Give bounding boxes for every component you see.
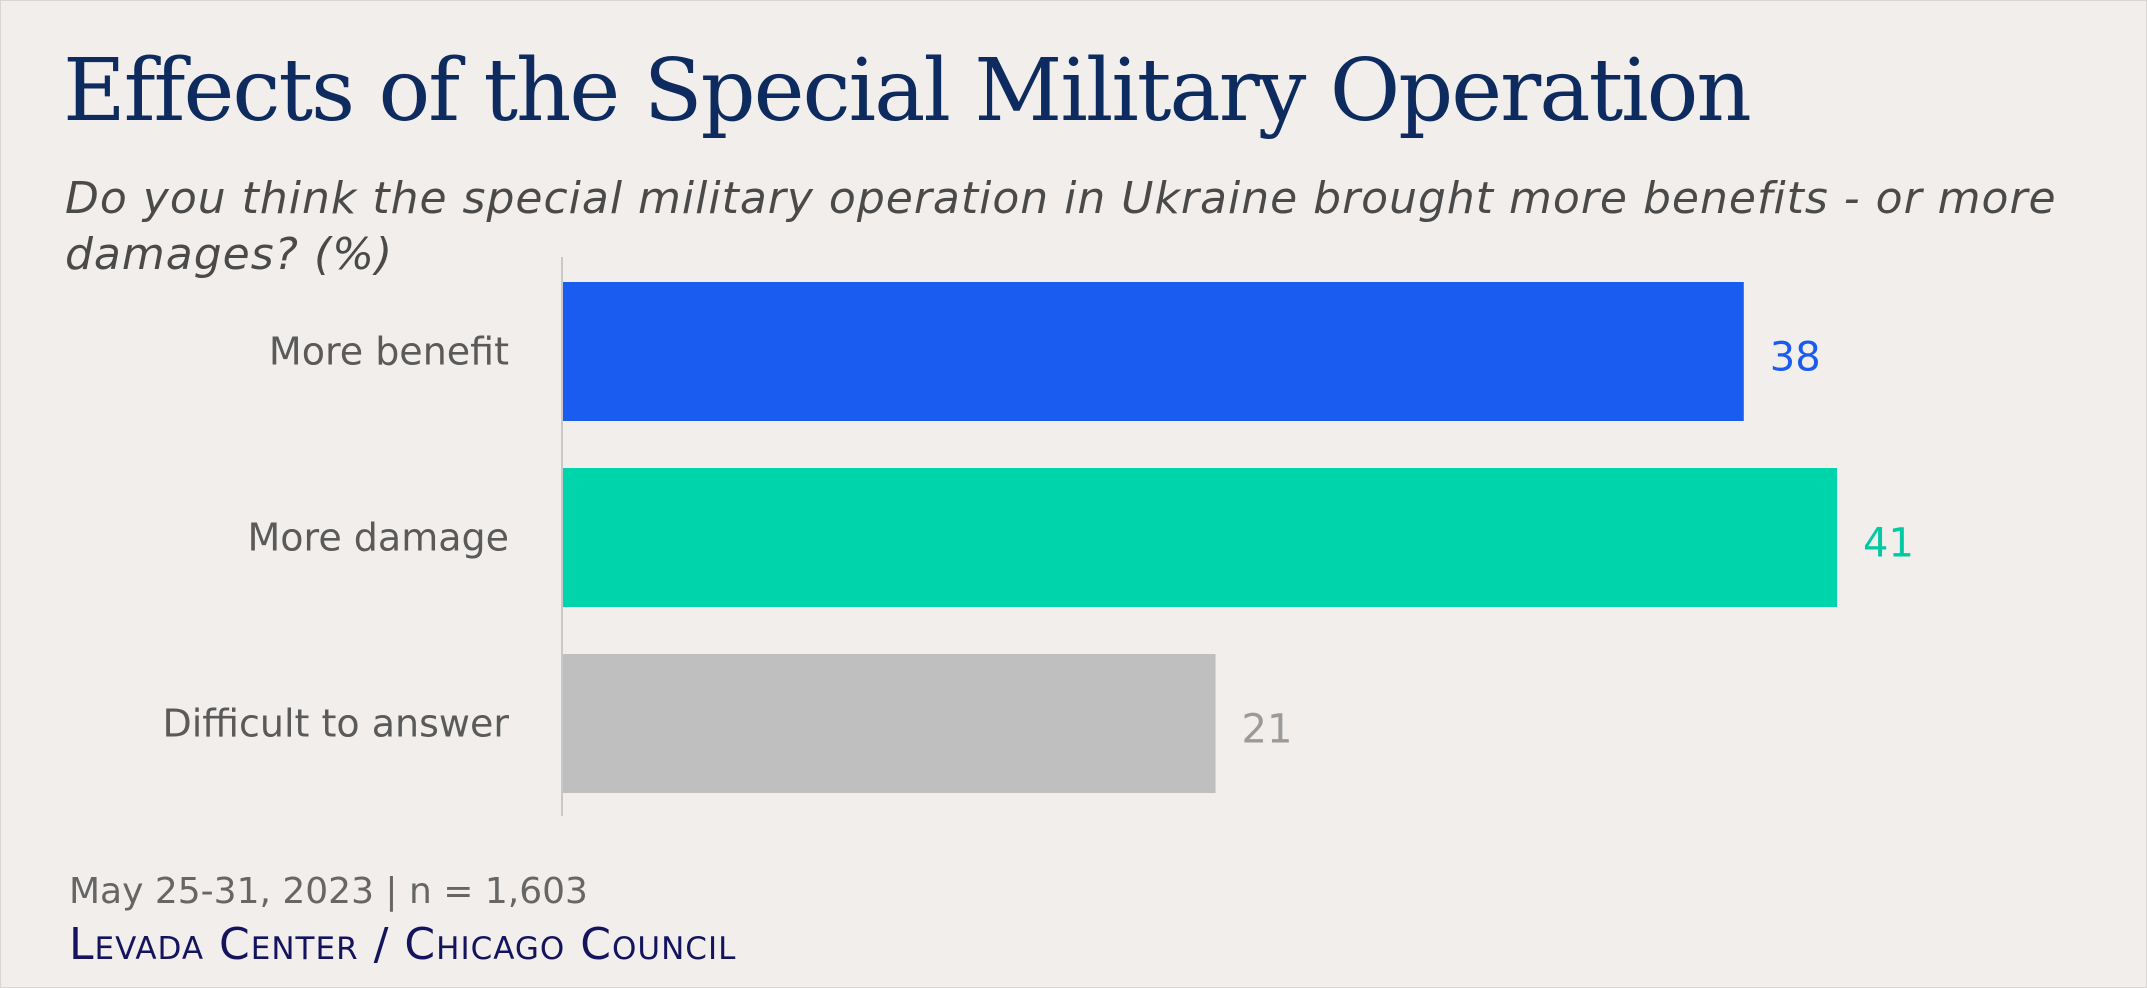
category-label-more-benefit: More benefit	[269, 330, 509, 374]
chart-subtitle: Do you think the special military operat…	[65, 173, 2057, 280]
bar-difficult-to-answer	[563, 654, 1216, 793]
source-credit: Levada Center / Chicago Council	[69, 919, 737, 970]
chart-title: Effects of the Special Military Operatio…	[63, 41, 1752, 141]
value-label-more-benefit: 38	[1770, 335, 1821, 381]
bars-group: More benefit 38 More damage 41 Difficult to …	[162, 282, 1914, 793]
bar-more-damage	[563, 468, 1837, 607]
value-label-difficult-to-answer: 21	[1242, 707, 1293, 753]
bar-more-benefit	[563, 282, 1744, 421]
value-label-more-damage: 41	[1863, 521, 1914, 567]
category-label-more-damage: More damage	[248, 516, 510, 560]
survey-footnote: May 25-31, 2023 | n = 1,603	[69, 871, 588, 912]
category-label-difficult-to-answer: Difficult to answer	[162, 702, 509, 746]
